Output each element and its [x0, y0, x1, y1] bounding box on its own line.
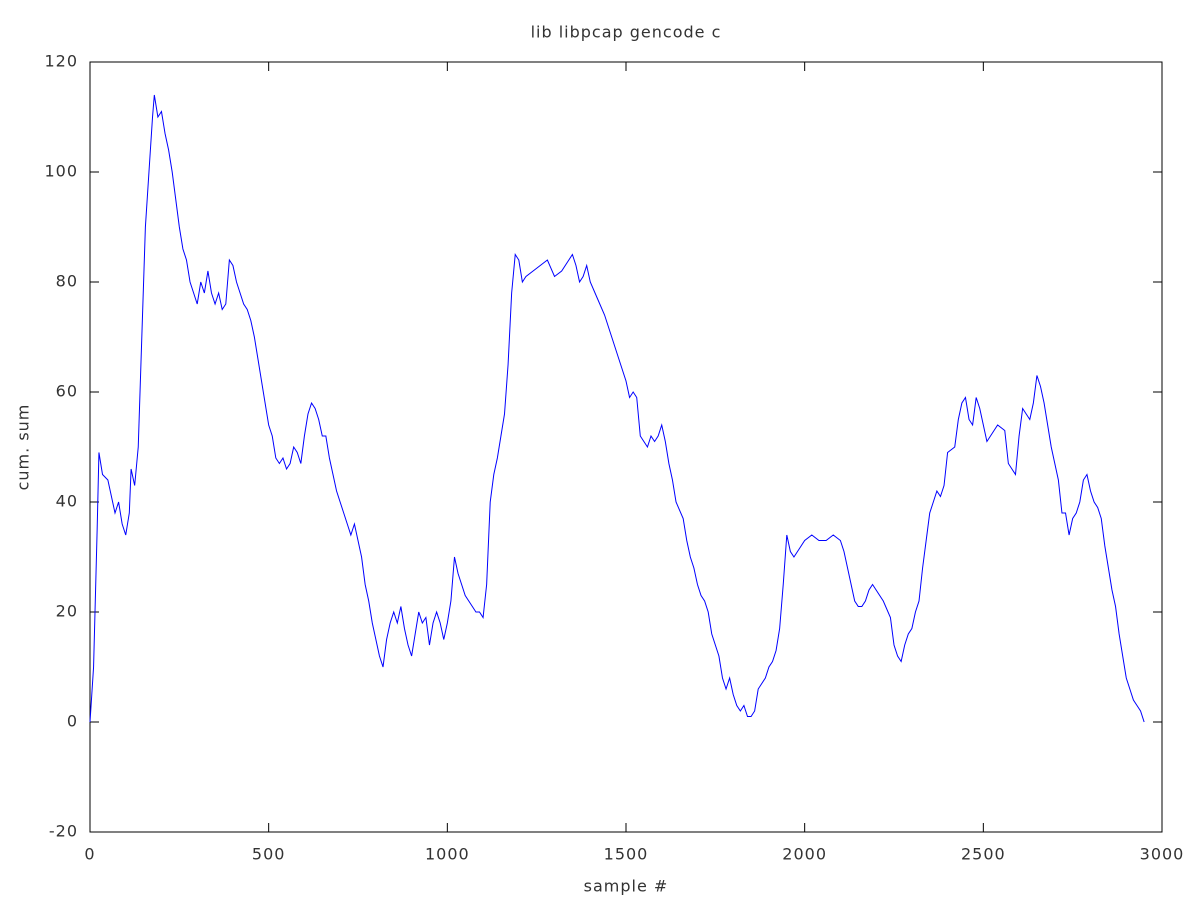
- x-tick-label: 1000: [425, 845, 470, 864]
- y-tick-label: 120: [44, 52, 78, 71]
- y-tick-label: 60: [56, 382, 78, 401]
- x-tick-label: 2500: [961, 845, 1006, 864]
- y-tick-label: 0: [67, 712, 78, 731]
- y-tick-label: 100: [44, 162, 78, 181]
- plot-frame: [89, 61, 1163, 833]
- data-line: [89, 94, 1145, 723]
- chart-title: lib libpcap gencode c: [531, 23, 722, 42]
- x-tick-label: 0: [84, 845, 95, 864]
- y-axis-label: cum. sum: [14, 404, 33, 491]
- x-tick-label: 1500: [604, 845, 649, 864]
- x-axis-label: sample #: [584, 877, 669, 896]
- y-tick-label: 40: [56, 492, 78, 511]
- x-tick-label: 500: [252, 845, 286, 864]
- x-tick-label: 2000: [782, 845, 827, 864]
- y-tick-label: -20: [49, 822, 78, 841]
- y-tick-label: 20: [56, 602, 78, 621]
- y-tick-label: 80: [56, 272, 78, 291]
- x-tick-label: 3000: [1140, 845, 1185, 864]
